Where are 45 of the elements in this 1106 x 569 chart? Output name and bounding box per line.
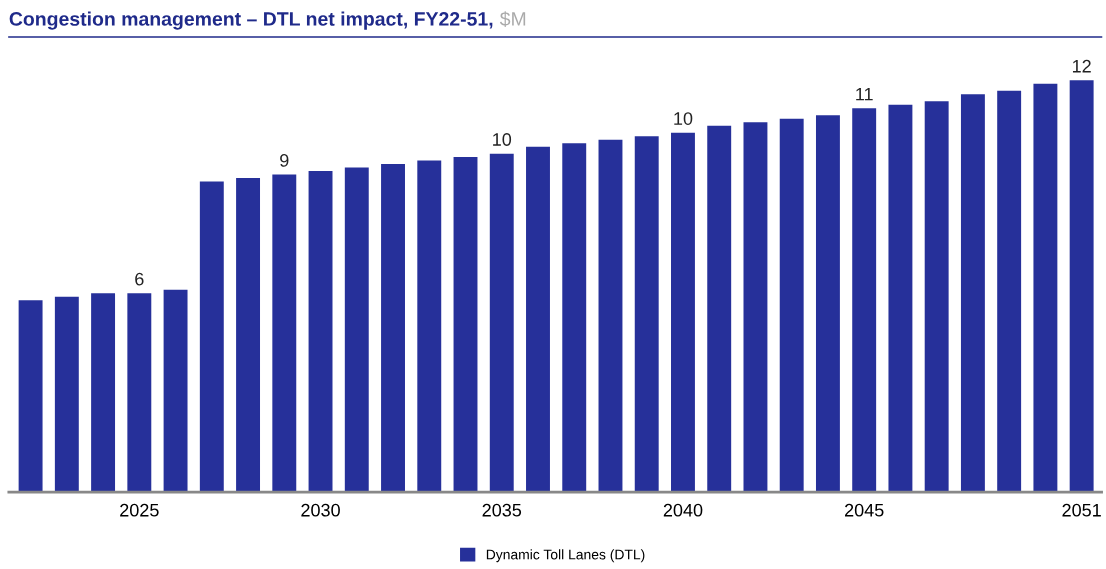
data-label: 10: [674, 112, 693, 125]
bar: [417, 160, 442, 493]
chart-title: Congestion management – DTL net impact, FY22-51,: [9, 11, 493, 30]
x-tick-label: 2030: [301, 503, 340, 517]
bar: [634, 136, 659, 493]
bar: [308, 171, 333, 493]
bar: [924, 101, 949, 493]
bar: [163, 289, 188, 493]
bar: [91, 293, 116, 493]
bar: [344, 167, 369, 493]
legend-label: Dynamic Toll Lanes (DTL): [486, 549, 645, 563]
bar: [888, 104, 913, 493]
bar: [671, 132, 695, 493]
bar: [18, 300, 43, 493]
bar: [562, 143, 587, 493]
bar: [743, 122, 768, 493]
data-label: 9: [280, 154, 289, 167]
bar: [236, 178, 261, 493]
bar: [453, 157, 478, 493]
bar: [127, 293, 152, 493]
x-tick-label: 2045: [845, 503, 884, 517]
bar: [779, 118, 804, 493]
bar: [960, 94, 985, 493]
data-label: 12: [1072, 59, 1091, 73]
bar: [1033, 83, 1058, 493]
bar: [489, 153, 514, 493]
bar: [707, 125, 732, 493]
bar: [815, 115, 840, 493]
data-label: 10: [493, 133, 512, 146]
chart-subtitle: $M: [499, 11, 526, 27]
bar: [997, 90, 1022, 493]
bar: [526, 146, 550, 493]
bar: [852, 108, 877, 493]
bar: [272, 174, 297, 493]
x-tick-label: 2040: [663, 503, 703, 517]
bar: [598, 139, 623, 493]
x-tick-label: 2025: [120, 503, 159, 517]
x-tick-label: 2035: [482, 503, 522, 517]
data-label: 11: [856, 87, 873, 101]
bar: [199, 181, 224, 493]
data-label: 6: [135, 272, 144, 286]
bar: [1069, 80, 1094, 493]
x-tick-label: 2051: [1062, 503, 1101, 517]
bar: [381, 164, 405, 493]
bar: [54, 296, 79, 493]
